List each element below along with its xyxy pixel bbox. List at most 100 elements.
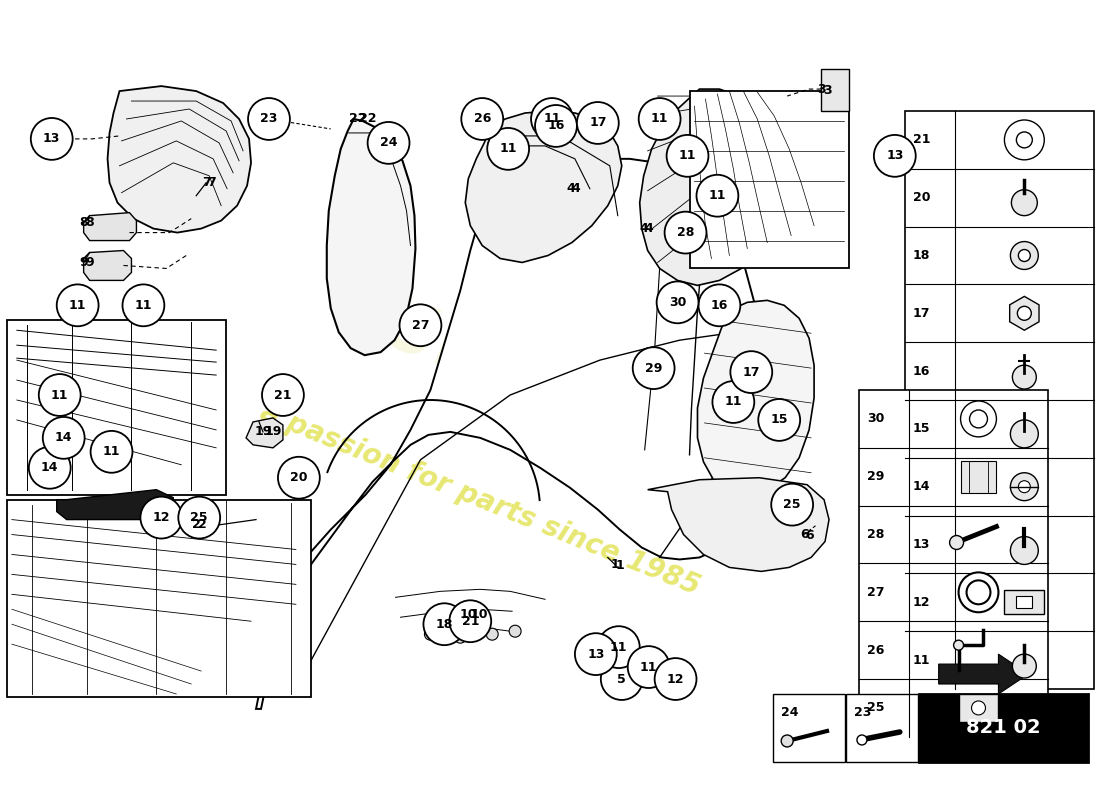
Circle shape <box>1019 250 1031 262</box>
Polygon shape <box>84 213 136 241</box>
Circle shape <box>628 646 670 688</box>
Text: a passion for parts since 1985: a passion for parts since 1985 <box>256 398 704 601</box>
Text: 11: 11 <box>725 395 742 409</box>
Text: 19: 19 <box>254 426 272 438</box>
Text: 9: 9 <box>86 256 95 269</box>
Circle shape <box>57 285 99 326</box>
Circle shape <box>424 603 465 645</box>
Text: 11: 11 <box>69 299 87 312</box>
Text: 16: 16 <box>711 299 728 312</box>
Circle shape <box>39 374 80 416</box>
FancyBboxPatch shape <box>821 69 849 111</box>
Text: 3: 3 <box>823 83 832 97</box>
Text: 4: 4 <box>645 222 653 235</box>
Circle shape <box>667 135 708 177</box>
Circle shape <box>1011 537 1038 565</box>
Circle shape <box>486 628 498 640</box>
Circle shape <box>262 374 304 416</box>
Circle shape <box>713 381 755 423</box>
Circle shape <box>1004 120 1044 160</box>
Circle shape <box>425 628 437 640</box>
Circle shape <box>90 431 132 473</box>
Circle shape <box>575 633 617 675</box>
Circle shape <box>1018 306 1032 320</box>
FancyBboxPatch shape <box>859 390 1048 737</box>
Circle shape <box>1011 420 1038 448</box>
Text: 12: 12 <box>913 596 931 609</box>
Text: 15: 15 <box>770 414 788 426</box>
Text: 22: 22 <box>359 113 376 126</box>
Text: 1985: 1985 <box>498 237 661 344</box>
Text: 23: 23 <box>854 706 871 719</box>
FancyBboxPatch shape <box>960 461 997 493</box>
FancyBboxPatch shape <box>958 694 999 722</box>
Circle shape <box>1011 190 1037 216</box>
Text: 29: 29 <box>867 470 884 483</box>
Polygon shape <box>938 654 1028 694</box>
Text: 19: 19 <box>265 426 283 438</box>
Text: 30: 30 <box>867 413 884 426</box>
Text: 24: 24 <box>379 136 397 150</box>
Text: 11: 11 <box>102 446 120 458</box>
Circle shape <box>730 351 772 393</box>
FancyBboxPatch shape <box>1016 596 1032 608</box>
Circle shape <box>1011 473 1038 501</box>
Text: 10: 10 <box>460 608 477 621</box>
FancyBboxPatch shape <box>846 694 917 762</box>
Text: 2: 2 <box>198 518 207 531</box>
Text: 18: 18 <box>913 249 931 262</box>
Text: 821 02: 821 02 <box>966 718 1041 738</box>
Circle shape <box>771 484 813 526</box>
Text: 11: 11 <box>651 113 669 126</box>
Text: 11: 11 <box>640 661 658 674</box>
Circle shape <box>531 98 573 140</box>
Text: 12: 12 <box>153 511 170 524</box>
Circle shape <box>535 105 576 147</box>
Text: 6: 6 <box>805 529 814 542</box>
Text: 28: 28 <box>676 226 694 239</box>
Polygon shape <box>1010 296 1040 330</box>
Text: 16: 16 <box>548 119 564 133</box>
Circle shape <box>29 447 70 489</box>
Text: 4: 4 <box>639 222 648 235</box>
Text: 11: 11 <box>543 113 561 126</box>
Circle shape <box>178 497 220 538</box>
Circle shape <box>971 701 986 715</box>
Circle shape <box>969 410 988 428</box>
Text: 25: 25 <box>190 511 208 524</box>
Text: 28: 28 <box>867 528 884 541</box>
Circle shape <box>601 658 642 700</box>
Text: 11: 11 <box>679 150 696 162</box>
Circle shape <box>367 122 409 164</box>
Polygon shape <box>246 418 283 448</box>
Text: 14: 14 <box>41 462 58 474</box>
Text: 11: 11 <box>708 190 726 202</box>
Text: 21: 21 <box>274 389 292 402</box>
Circle shape <box>450 600 492 642</box>
Text: 11: 11 <box>134 299 152 312</box>
Circle shape <box>1012 654 1036 678</box>
Circle shape <box>857 735 867 745</box>
Circle shape <box>1016 132 1032 148</box>
Polygon shape <box>697 300 814 496</box>
Circle shape <box>31 118 73 160</box>
Text: 1: 1 <box>610 558 619 571</box>
Circle shape <box>249 98 290 140</box>
Text: 27: 27 <box>411 318 429 332</box>
Text: 2: 2 <box>191 518 200 531</box>
Circle shape <box>1019 481 1031 493</box>
Text: 11: 11 <box>499 142 517 155</box>
Circle shape <box>698 285 740 326</box>
Circle shape <box>487 128 529 170</box>
FancyBboxPatch shape <box>905 111 1094 689</box>
Circle shape <box>122 285 164 326</box>
Circle shape <box>454 631 466 643</box>
Text: 21: 21 <box>462 614 478 628</box>
Circle shape <box>1012 365 1036 389</box>
FancyBboxPatch shape <box>7 320 227 494</box>
Polygon shape <box>57 490 174 519</box>
Text: 8: 8 <box>79 216 88 229</box>
Text: 3: 3 <box>816 82 825 95</box>
Circle shape <box>967 580 990 604</box>
Text: 29: 29 <box>645 362 662 374</box>
